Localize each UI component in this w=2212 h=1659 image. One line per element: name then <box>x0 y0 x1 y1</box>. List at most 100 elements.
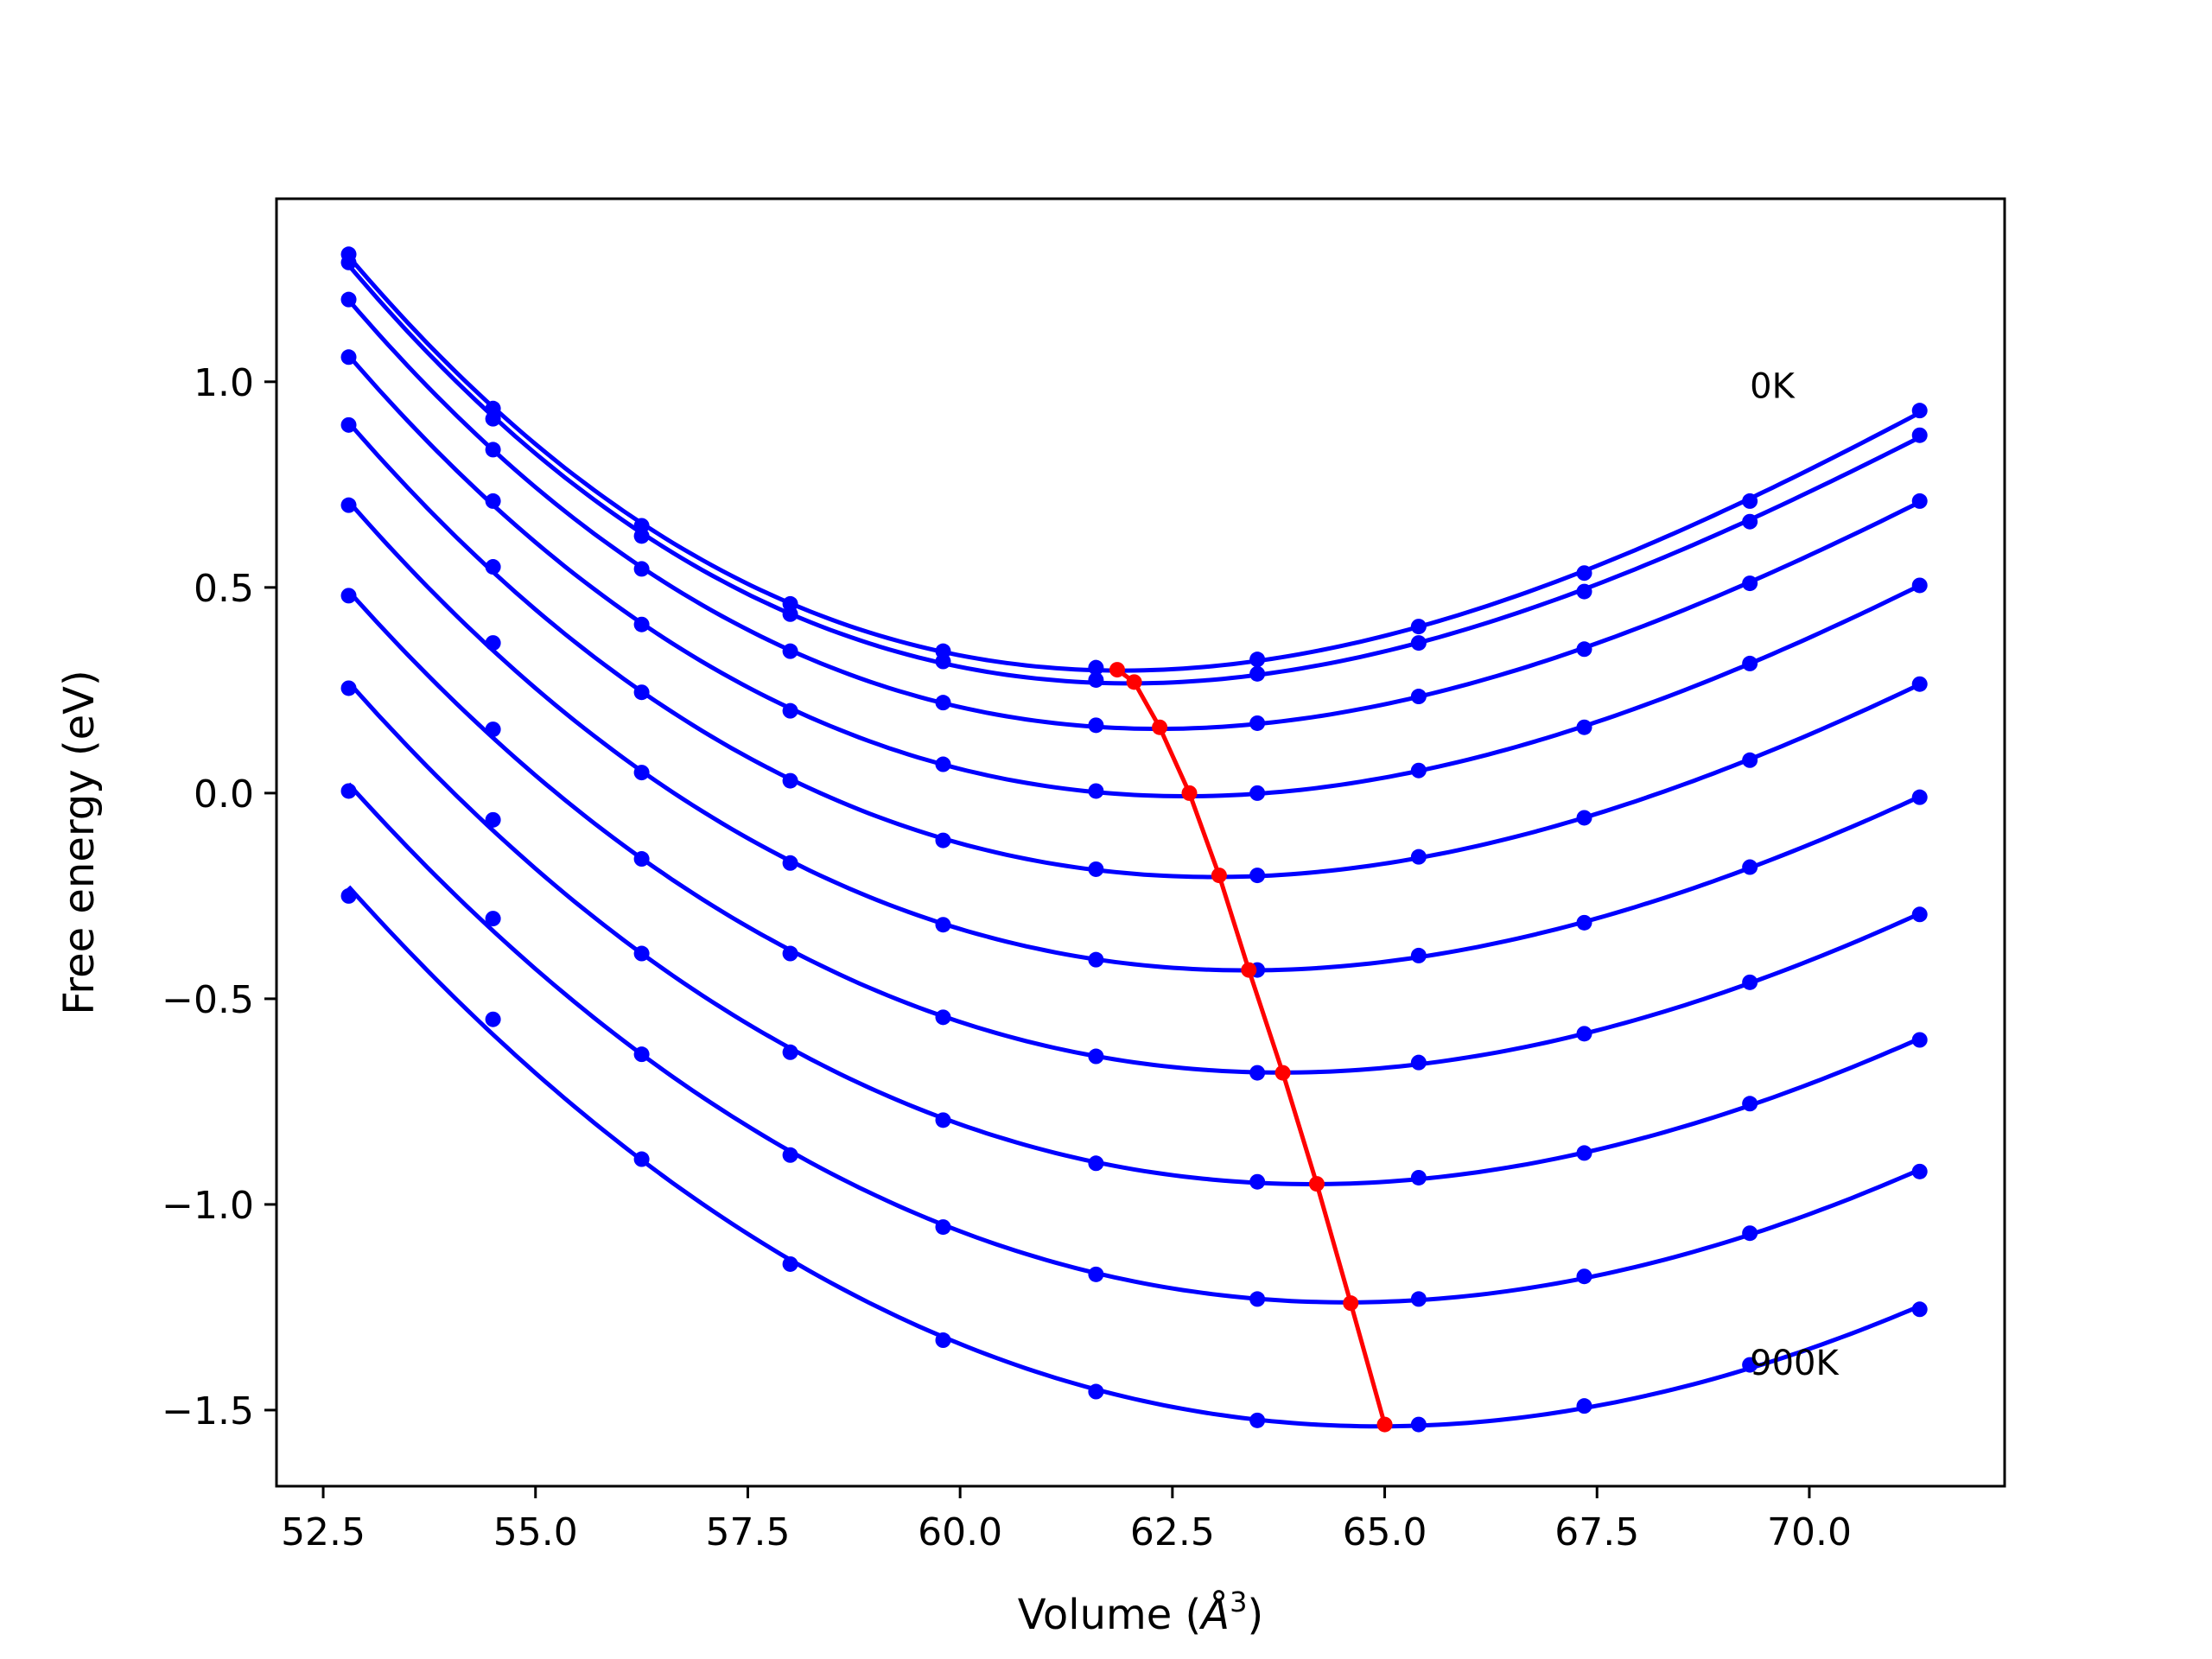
data-point-3-5 <box>1088 783 1104 799</box>
data-point-4-4 <box>935 832 951 849</box>
data-point-2-2 <box>633 561 650 577</box>
minimum-point-3 <box>1181 785 1198 801</box>
minimum-point-6 <box>1274 1065 1291 1081</box>
data-point-2-10 <box>1911 493 1928 509</box>
data-point-4-6 <box>1249 868 1266 884</box>
x-axis-label-unit: Å <box>1198 1590 1230 1639</box>
x-tick-label-3: 60.0 <box>918 1510 1002 1554</box>
y-tick-label-0: 1.0 <box>194 361 254 405</box>
data-point-7-0 <box>340 680 357 696</box>
data-point-9-10 <box>1911 1301 1928 1318</box>
data-point-7-4 <box>935 1112 951 1128</box>
x-tick-label-5: 65.0 <box>1343 1510 1427 1554</box>
fit-curve-3 <box>346 353 1921 798</box>
data-point-7-1 <box>485 811 501 828</box>
data-point-9-1 <box>485 1011 501 1027</box>
data-point-5-5 <box>1088 951 1104 968</box>
data-point-6-4 <box>935 1009 951 1026</box>
data-point-2-9 <box>1742 575 1758 592</box>
data-point-1-3 <box>782 606 798 622</box>
minima-group <box>1109 662 1393 1433</box>
data-point-1-4 <box>935 653 951 670</box>
y-tick-label-1: 0.5 <box>194 567 254 611</box>
minima-line <box>1116 668 1387 1426</box>
data-point-7-8 <box>1576 1145 1592 1161</box>
point-group <box>340 246 1928 1433</box>
data-point-6-6 <box>1249 1065 1266 1081</box>
data-point-5-0 <box>340 497 357 513</box>
data-point-2-3 <box>782 643 798 659</box>
fit-curve-1 <box>346 264 1921 686</box>
data-point-8-9 <box>1742 1225 1758 1242</box>
data-point-5-7 <box>1410 947 1427 963</box>
data-point-8-6 <box>1249 1291 1266 1307</box>
data-point-7-6 <box>1249 1173 1266 1190</box>
data-point-5-8 <box>1576 914 1592 931</box>
data-point-1-2 <box>633 528 650 544</box>
data-point-8-0 <box>340 783 357 799</box>
data-point-2-4 <box>935 695 951 711</box>
x-tick-label-6: 67.5 <box>1554 1510 1639 1554</box>
data-point-1-10 <box>1911 427 1928 443</box>
data-point-2-6 <box>1249 715 1266 731</box>
minimum-point-7 <box>1308 1176 1325 1192</box>
data-point-7-10 <box>1911 1032 1928 1048</box>
x-tick-label-0: 52.5 <box>281 1510 365 1554</box>
minimum-point-4 <box>1211 868 1227 884</box>
minimum-point-8 <box>1343 1295 1359 1312</box>
data-point-9-8 <box>1576 1398 1592 1414</box>
data-point-3-6 <box>1249 785 1266 801</box>
minimum-point-2 <box>1152 719 1168 735</box>
fit-curve-6 <box>346 589 1921 1075</box>
data-point-9-4 <box>935 1332 951 1349</box>
data-point-3-7 <box>1410 762 1427 779</box>
annotation-1: 900K <box>1750 1344 1840 1383</box>
data-point-1-8 <box>1576 583 1592 600</box>
data-point-3-3 <box>782 702 798 719</box>
fit-curve-2 <box>346 298 1921 731</box>
y-axis: 1.0 0.5 0.0 −0.5 −1.0 −1.5 <box>162 361 276 1433</box>
data-point-4-7 <box>1410 849 1427 865</box>
data-point-3-10 <box>1911 577 1928 594</box>
data-point-0-10 <box>1911 403 1928 419</box>
data-point-3-0 <box>340 349 357 365</box>
data-point-4-9 <box>1742 752 1758 768</box>
data-point-0-6 <box>1249 652 1266 668</box>
data-point-3-8 <box>1576 719 1592 735</box>
data-point-4-1 <box>485 559 501 575</box>
data-point-5-3 <box>782 855 798 871</box>
fit-curve-7 <box>346 680 1921 1187</box>
data-point-7-7 <box>1410 1169 1427 1185</box>
data-point-0-9 <box>1742 493 1758 509</box>
data-point-4-2 <box>633 684 650 701</box>
data-point-1-5 <box>1088 671 1104 688</box>
data-point-3-2 <box>633 616 650 632</box>
data-point-0-8 <box>1576 565 1592 582</box>
fit-curve-8 <box>346 782 1921 1305</box>
data-point-6-3 <box>782 945 798 962</box>
minimum-point-5 <box>1241 962 1257 978</box>
data-point-2-7 <box>1410 689 1427 705</box>
data-point-3-4 <box>935 756 951 772</box>
data-point-2-1 <box>485 442 501 458</box>
data-point-5-9 <box>1742 859 1758 875</box>
data-point-9-3 <box>782 1255 798 1272</box>
data-point-9-2 <box>633 1151 650 1167</box>
data-point-2-0 <box>340 291 357 308</box>
fit-curve-4 <box>346 421 1921 880</box>
fit-curve-5 <box>346 499 1921 973</box>
plot-frame <box>275 197 2006 1488</box>
y-tick-label-5: −1.5 <box>162 1389 254 1433</box>
data-point-7-5 <box>1088 1155 1104 1172</box>
data-point-6-2 <box>633 851 650 868</box>
data-point-8-3 <box>782 1147 798 1163</box>
data-point-6-10 <box>1911 906 1928 923</box>
y-axis-label: Free energy (eV) <box>55 670 104 1014</box>
data-point-1-6 <box>1249 665 1266 682</box>
data-point-5-2 <box>633 765 650 781</box>
data-point-4-5 <box>1088 861 1104 877</box>
annotation-group: 0K 900K <box>1750 367 1840 1384</box>
x-tick-label-2: 57.5 <box>705 1510 790 1554</box>
x-tick-label-4: 62.5 <box>1130 1510 1215 1554</box>
data-point-6-0 <box>340 588 357 604</box>
